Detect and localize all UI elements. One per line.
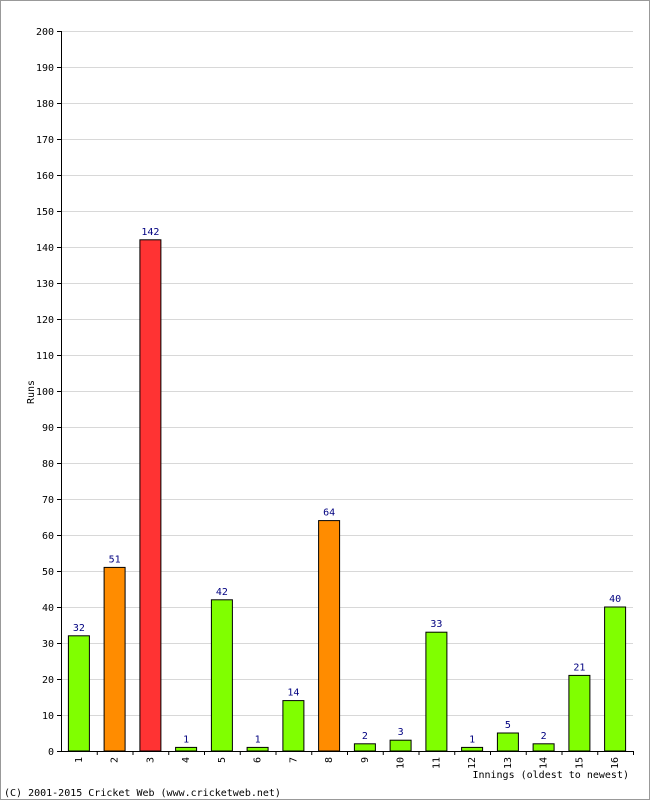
value-label: 51 [109,554,121,565]
bars [67,239,627,752]
x-tick-label: 15 [574,757,585,769]
x-tick-label: 14 [539,757,550,769]
value-label: 1 [469,734,475,745]
value-label: 2 [541,731,547,742]
bar-innings-9 [353,743,376,752]
bar-innings-15 [568,674,591,752]
x-tick-label: 6 [253,757,264,763]
value-label: 1 [183,734,189,745]
y-tick-label: 30 [42,639,54,650]
y-tick-label: 10 [42,711,54,722]
y-tick-label: 130 [36,279,54,290]
copyright-text: (C) 2001-2015 Cricket Web (www.cricketwe… [4,788,281,799]
x-tick-label: 3 [145,757,156,763]
bar-innings-10 [389,739,412,752]
bar-innings-1 [67,635,90,752]
y-tick-label: 140 [36,243,54,254]
bar-innings-8 [318,520,341,752]
bar-innings-6 [246,746,269,752]
value-label: 42 [216,587,228,598]
value-label: 3 [398,727,404,738]
y-tick-label: 100 [36,387,54,398]
y-tick-label: 20 [42,675,54,686]
value-label: 32 [73,623,85,634]
x-tick-label: 1 [74,757,85,763]
bar-innings-16 [604,606,627,752]
y-tick-label: 160 [36,171,54,182]
x-tick-label: 4 [181,757,192,763]
value-label: 64 [323,508,335,519]
x-tick-label: 8 [324,757,335,763]
x-tick-label: 10 [396,757,407,769]
x-tick-label: 11 [431,757,442,769]
bar-innings-12 [461,746,484,752]
bar-innings-13 [496,732,519,752]
bar-innings-5 [210,599,233,752]
y-tick-label: 80 [42,459,54,470]
y-axis-label: Runs [26,380,37,404]
value-label: 21 [573,662,585,673]
value-label: 142 [141,227,159,238]
bar-innings-7 [282,700,305,752]
x-tick-label: 13 [503,757,514,769]
y-tick-label: 50 [42,567,54,578]
x-tick-label: 9 [360,757,371,763]
x-axis-label: Innings (oldest to newest) [472,770,629,781]
bar-innings-11 [425,631,448,752]
value-label: 33 [430,619,442,630]
y-tick-label: 90 [42,423,54,434]
y-axis-ticks: 0 10 20 30 40 50 60 70 80 90 100 110 120 130 140 150 160… [36,27,61,758]
y-tick-label: 170 [36,135,54,146]
y-tick-label: 60 [42,531,54,542]
value-label: 1 [255,734,261,745]
x-tick-label: 5 [217,757,228,763]
y-tick-label: 110 [36,351,54,362]
y-tick-label: 180 [36,99,54,110]
value-label: 14 [287,688,299,699]
y-tick-label: 200 [36,27,54,38]
y-tick-label: 0 [48,747,54,758]
value-label: 40 [609,594,621,605]
x-tick-label: 2 [110,757,121,763]
x-tick-label: 16 [610,757,621,769]
bar-innings-2 [103,566,126,752]
y-tick-label: 70 [42,495,54,506]
bar-innings-14 [532,743,555,752]
bar-innings-3 [139,239,162,752]
y-tick-label: 120 [36,315,54,326]
x-tick-label: 12 [467,757,478,769]
x-tick-label: 7 [288,757,299,763]
y-tick-label: 190 [36,63,54,74]
x-axis-ticks: 1 2 3 4 5 6 7 8 9 10 11 12 13 14 15 16 [74,751,634,769]
value-label: 2 [362,731,368,742]
bar-innings-4 [175,746,198,752]
y-tick-label: 150 [36,207,54,218]
y-tick-label: 40 [42,603,54,614]
value-label: 5 [505,720,511,731]
